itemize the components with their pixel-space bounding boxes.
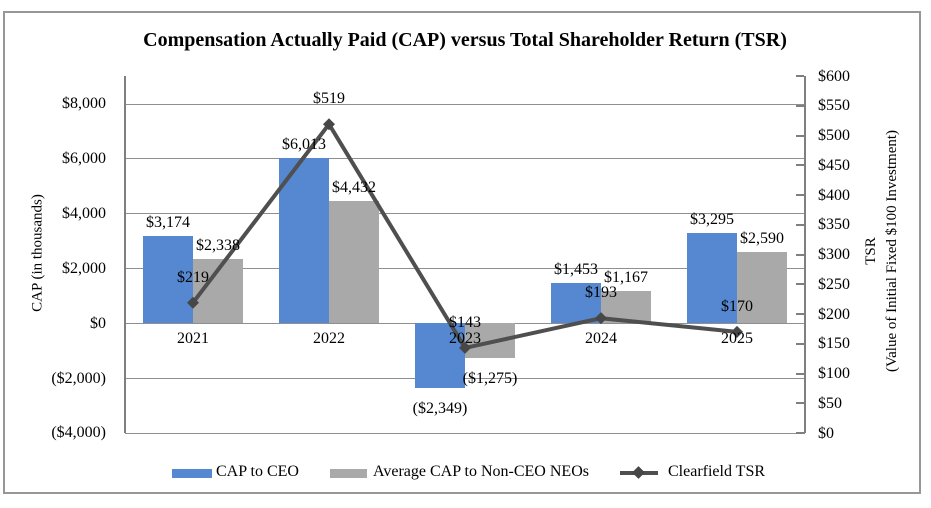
tsr-marker — [187, 296, 199, 309]
bar-cap-to-ceo — [687, 232, 737, 324]
left-axis-tick-label: $4,000 — [62, 204, 106, 222]
bar-value-label: $4,432 — [332, 179, 376, 197]
category-label: 2021 — [177, 330, 209, 347]
tsr-marker — [731, 325, 743, 338]
right-axis-line — [804, 76, 806, 433]
category-label: 2023 — [449, 330, 481, 347]
legend-label: Average CAP to Non-CEO NEOs — [373, 463, 589, 480]
right-axis-tick-label: $550 — [818, 97, 850, 115]
right-axis-tick — [796, 253, 804, 256]
right-axis-tick-label: $250 — [818, 275, 850, 293]
bar-value-label: $3,295 — [690, 210, 734, 228]
gridline — [125, 268, 805, 270]
right-axis-tick — [796, 342, 804, 345]
bar-avg-cap-non-ceo-neos — [737, 252, 787, 324]
right-axis-tick-label: $450 — [818, 156, 850, 174]
right-axis-tick — [796, 313, 804, 315]
right-axis-tick — [796, 164, 804, 167]
legend-label: CAP to CEO — [216, 463, 299, 480]
tsr-value-label: $519 — [313, 90, 345, 108]
legend-swatch-cap-to-ceo — [172, 469, 212, 478]
right-axis-tick-label: $300 — [818, 246, 850, 263]
left-axis-tick-label: $8,000 — [62, 95, 106, 112]
right-axis-tick-label: $350 — [818, 216, 850, 234]
tsr-value-label: $170 — [721, 297, 753, 315]
legend-label: Clearfield TSR — [668, 463, 766, 480]
right-axis-tick — [796, 402, 804, 405]
tsr-line-chart — [187, 118, 743, 354]
right-axis-tick — [796, 372, 804, 375]
bar-avg-cap-non-ceo-neos — [329, 201, 379, 324]
category-label: 2024 — [585, 330, 617, 347]
tsr-value-label: $219 — [177, 268, 209, 286]
bar-value-label: $2,590 — [740, 230, 784, 247]
right-axis-tick-label: $50 — [818, 394, 842, 412]
gridline — [125, 103, 805, 105]
right-axis-title-line1: TSR — [863, 237, 879, 265]
right-axis-tick — [796, 75, 804, 77]
right-axis-tick — [796, 283, 804, 286]
bar-value-label: ($1,275) — [462, 370, 518, 388]
left-axis-tick-label: $6,000 — [62, 149, 106, 167]
right-axis-tick — [796, 194, 804, 196]
category-label: 2025 — [721, 330, 753, 347]
right-axis-tick — [796, 432, 804, 434]
right-axis-tick-label: $400 — [818, 186, 850, 204]
right-axis-tick-label: $200 — [818, 305, 850, 323]
bar-cap-to-ceo — [551, 283, 601, 324]
bar-cap-to-ceo — [143, 236, 193, 324]
left-axis-tick-label: ($4,000) — [51, 424, 106, 442]
left-axis-tick-label: ($2,000) — [51, 369, 106, 387]
tsr-marker — [459, 341, 471, 354]
right-axis-tick-label: $150 — [818, 335, 850, 353]
bar-value-label: $3,174 — [146, 214, 190, 231]
category-label: 2022 — [313, 330, 345, 347]
bar-value-label: $2,338 — [196, 236, 240, 254]
gridline — [125, 432, 805, 434]
figure-border — [3, 11, 921, 494]
gridline — [125, 158, 805, 160]
right-axis-tick-label: $600 — [818, 67, 850, 85]
legend-swatch-avg-cap — [330, 469, 367, 478]
bar-cap-to-ceo — [279, 158, 329, 324]
chart-title: Compensation Actually Paid (CAP) versus … — [143, 29, 787, 51]
bar-value-label: $1,453 — [554, 261, 598, 279]
gridline — [125, 378, 805, 379]
tsr-value-label: $193 — [585, 284, 617, 302]
right-axis-tick — [796, 223, 804, 226]
right-axis-tick-label: $0 — [818, 424, 834, 442]
right-axis-tick-label: $100 — [818, 365, 850, 382]
right-axis-tick-label: $500 — [818, 127, 850, 144]
left-axis-tick-label: $2,000 — [62, 259, 106, 277]
left-axis-tick-label: $0 — [90, 314, 106, 332]
left-axis-line — [124, 76, 126, 433]
right-axis-tick — [796, 134, 804, 137]
gridline — [125, 213, 805, 215]
right-axis-tick — [796, 104, 804, 107]
bar-value-label: $6,013 — [282, 136, 326, 153]
right-axis-title-line2: (Value of Initial Fixed $100 Investment) — [884, 129, 900, 373]
bar-value-label: ($2,349) — [412, 399, 468, 417]
bar-value-label: $1,167 — [604, 269, 648, 287]
right-axis-title: TSR (Value of Initial Fixed $100 Investm… — [861, 130, 903, 372]
tsr-value-label: $143 — [449, 313, 481, 331]
tsr-marker — [323, 118, 335, 131]
tsr-marker — [595, 312, 607, 325]
